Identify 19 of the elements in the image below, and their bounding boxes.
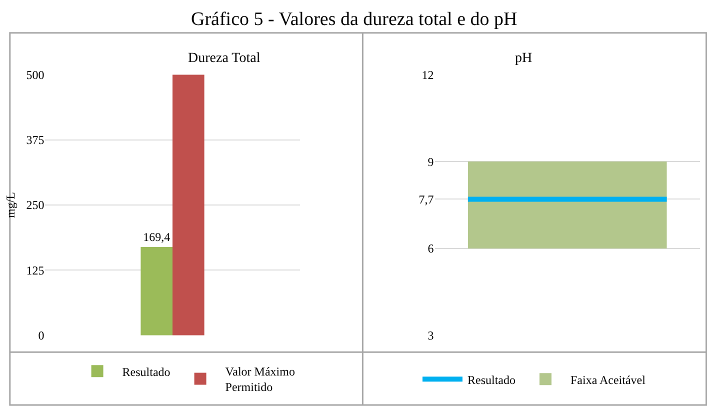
y-tick-label: 6 bbox=[428, 242, 434, 256]
legend-label: Faixa Aceitável bbox=[570, 372, 646, 387]
y-tick-label: 12 bbox=[422, 68, 434, 82]
y-tick-label: 9 bbox=[428, 154, 434, 169]
legend-label: Valor Máximo Permitido bbox=[225, 364, 295, 394]
legend-label: Resultado bbox=[467, 372, 516, 387]
chart-title: Dureza Total bbox=[188, 51, 260, 66]
text: Gráfico 5 - Valores da dureza total e do pH bbox=[191, 9, 518, 30]
y-tick-label: 0 bbox=[38, 328, 44, 343]
data-label: 169,4 bbox=[143, 230, 170, 244]
y-tick-label: 500 bbox=[26, 68, 44, 82]
y-axis-title: mg/L bbox=[4, 192, 18, 218]
y-tick-label: 375 bbox=[26, 133, 44, 148]
legend-label: Resultado bbox=[122, 364, 170, 379]
y-tick-label: 125 bbox=[26, 263, 44, 278]
y-tick-label: 3 bbox=[428, 328, 434, 343]
chart-title: pH bbox=[515, 51, 532, 66]
y-tick-label: 7,7 bbox=[418, 192, 434, 206]
y-tick-label: 250 bbox=[26, 198, 44, 212]
